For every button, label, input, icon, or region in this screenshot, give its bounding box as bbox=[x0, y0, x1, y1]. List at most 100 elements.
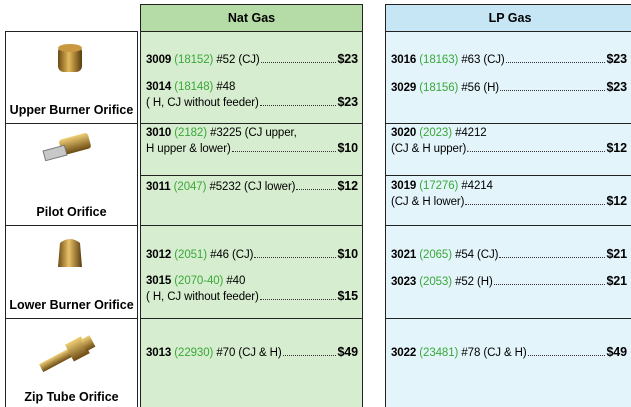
price: $49 bbox=[606, 345, 627, 360]
entry-line: (CJ & H lower) $12 bbox=[391, 194, 627, 210]
orifice-image bbox=[32, 330, 102, 385]
part-number: 3023 bbox=[391, 275, 416, 290]
entry-line: 3012 (2051) #46 (CJ)$10 bbox=[146, 247, 358, 263]
entry-line: ( H, CJ without feeder) $23 bbox=[146, 95, 358, 111]
part-entry: 3013 (22930) #70 (CJ & H) $49 bbox=[146, 345, 358, 361]
part-number: 3020 bbox=[391, 126, 416, 141]
price: $10 bbox=[337, 141, 358, 156]
part-entry: 3010 (2182) #3225 (CJ upper,H upper & lo… bbox=[146, 126, 358, 157]
entry-line: H upper & lower)$10 bbox=[146, 141, 358, 157]
lp-gas-header: LP Gas bbox=[385, 4, 631, 32]
entry-line: 3029 (18156) #56 (H)$23 bbox=[391, 80, 627, 96]
part-number: 3011 bbox=[146, 180, 171, 195]
dot-leader bbox=[260, 299, 337, 300]
entry-line: 3016 (18163) #63 (CJ)$23 bbox=[391, 52, 627, 68]
price: $10 bbox=[337, 247, 358, 262]
entry-line: 3015 (2070-40) #40 bbox=[146, 274, 358, 289]
price-table: Nat Gas LP Gas Upper Burner Orifice3009 … bbox=[0, 0, 631, 407]
part-entry: 3021 (2065) #54 (CJ) $21 bbox=[391, 247, 627, 263]
price: $23 bbox=[337, 95, 358, 110]
description: #40 bbox=[226, 274, 245, 289]
alt-part-number: (18148) bbox=[174, 80, 213, 95]
part-entry: 3014 (18148) #48( H, CJ without feeder) $… bbox=[146, 80, 358, 111]
alt-part-number: (22930) bbox=[174, 346, 213, 361]
orifice-image bbox=[50, 233, 90, 278]
entry-line: 3021 (2065) #54 (CJ) $21 bbox=[391, 247, 627, 263]
alt-part-number: (2182) bbox=[174, 126, 207, 141]
description: (CJ & H lower) bbox=[391, 195, 464, 210]
price: $21 bbox=[606, 247, 627, 262]
part-number: 3029 bbox=[391, 81, 416, 96]
price: $15 bbox=[337, 289, 358, 304]
alt-part-number: (18163) bbox=[419, 53, 458, 68]
row-label: Lower Burner Orifice bbox=[5, 298, 138, 312]
part-number: 3010 bbox=[146, 126, 171, 141]
nat-cell bbox=[140, 318, 363, 407]
description: #54 (CJ) bbox=[455, 248, 498, 263]
row-label: Pilot Orifice bbox=[5, 205, 138, 219]
part-entry: 3015 (2070-40) #40( H, CJ without feeder… bbox=[146, 274, 358, 305]
part-number: 3009 bbox=[146, 53, 171, 68]
entry-line: 3022 (23481) #78 (CJ & H)$49 bbox=[391, 345, 627, 361]
orifice-icon bbox=[50, 233, 90, 273]
description: #48 bbox=[216, 80, 235, 95]
price: $12 bbox=[606, 194, 627, 209]
dot-leader bbox=[500, 90, 605, 91]
part-number: 3022 bbox=[391, 346, 416, 361]
part-number: 3015 bbox=[146, 274, 171, 289]
dot-leader bbox=[528, 355, 606, 356]
part-entry: 3009 (18152) #52 (CJ) $23 bbox=[146, 52, 358, 68]
alt-part-number: (2070-40) bbox=[174, 274, 223, 289]
entry-line: 3020 (2023) #4212 bbox=[391, 126, 627, 141]
part-number: 3021 bbox=[391, 248, 416, 263]
price: $49 bbox=[337, 345, 358, 360]
entry-line: 3010 (2182) #3225 (CJ upper, bbox=[146, 126, 358, 141]
price: $21 bbox=[606, 274, 627, 289]
description: ( H, CJ without feeder) bbox=[146, 96, 259, 111]
dot-leader bbox=[494, 284, 606, 285]
description: #70 (CJ & H) bbox=[216, 346, 281, 361]
part-number: 3013 bbox=[146, 346, 171, 361]
part-number: 3019 bbox=[391, 179, 416, 194]
lp-cell bbox=[385, 31, 631, 124]
entry-line: 3013 (22930) #70 (CJ & H) $49 bbox=[146, 345, 358, 361]
description: #46 (CJ) bbox=[210, 248, 253, 263]
orifice-icon bbox=[38, 130, 98, 170]
description: ( H, CJ without feeder) bbox=[146, 290, 259, 305]
price: $12 bbox=[337, 179, 358, 194]
part-entry: 3020 (2023) #4212(CJ & H upper).$12 bbox=[391, 126, 627, 157]
dot-leader bbox=[232, 151, 337, 152]
row-label: Upper Burner Orifice bbox=[5, 103, 138, 117]
dot-leader bbox=[283, 355, 337, 356]
entry-line: (CJ & H upper).$12 bbox=[391, 141, 627, 157]
description: #52 (CJ) bbox=[216, 53, 259, 68]
part-number: 3014 bbox=[146, 80, 171, 95]
entry-line: 3019 (17276) #4214 bbox=[391, 179, 627, 194]
part-number: 3012 bbox=[146, 248, 171, 263]
alt-part-number: (2065) bbox=[419, 248, 452, 263]
alt-part-number: (23481) bbox=[419, 346, 458, 361]
alt-part-number: (18156) bbox=[419, 81, 458, 96]
description: #3225 (CJ upper, bbox=[210, 126, 297, 141]
alt-part-number: (18152) bbox=[174, 53, 213, 68]
part-number: 3016 bbox=[391, 53, 416, 68]
price: $12 bbox=[606, 141, 627, 156]
dot-leader bbox=[261, 62, 337, 63]
description: #52 (H) bbox=[455, 275, 493, 290]
part-entry: 3029 (18156) #56 (H)$23 bbox=[391, 80, 627, 96]
orifice-image bbox=[38, 130, 98, 175]
orifice-image bbox=[50, 40, 90, 85]
alt-part-number: (17276) bbox=[419, 179, 458, 194]
lp-cell bbox=[385, 225, 631, 319]
dot-leader bbox=[296, 189, 336, 190]
entry-line: 3023 (2053) #52 (H) $21 bbox=[391, 274, 627, 290]
dot-leader bbox=[499, 257, 605, 258]
orifice-icon bbox=[32, 330, 102, 380]
part-entry: 3023 (2053) #52 (H) $21 bbox=[391, 274, 627, 290]
alt-part-number: (2023) bbox=[419, 126, 452, 141]
price: $23 bbox=[337, 52, 358, 67]
alt-part-number: (2053) bbox=[419, 275, 452, 290]
dot-leader bbox=[260, 105, 337, 106]
entry-line: 3014 (18148) #48 bbox=[146, 80, 358, 95]
description: #4214 bbox=[461, 179, 492, 194]
